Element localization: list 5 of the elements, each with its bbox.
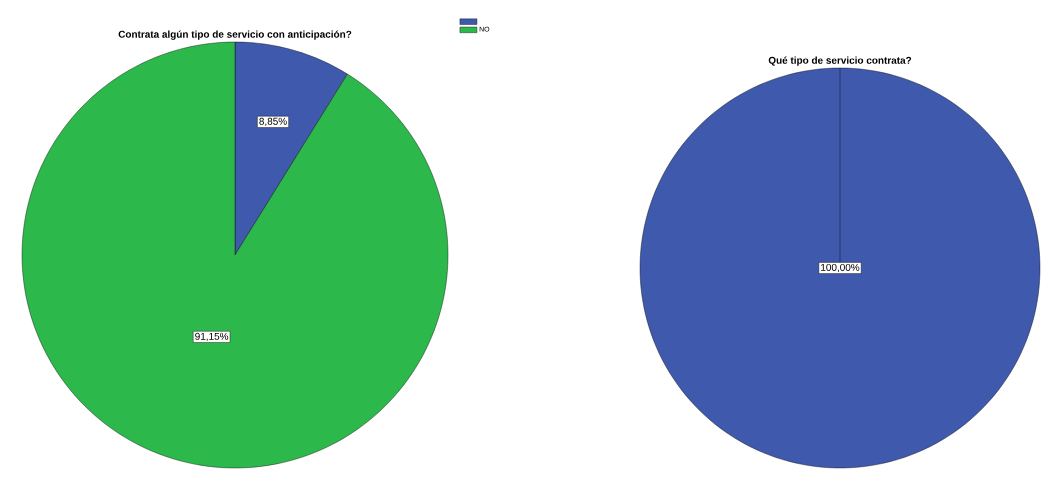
data-label: 100,00% — [821, 263, 860, 273]
data-label: 8,85% — [259, 117, 287, 126]
text: Contrata algún tipo de servicio con anticipación? — [118, 30, 352, 40]
data-label: 91,15% — [195, 332, 229, 342]
chart-title: Qué tipo de servicio contrata? — [768, 56, 912, 66]
